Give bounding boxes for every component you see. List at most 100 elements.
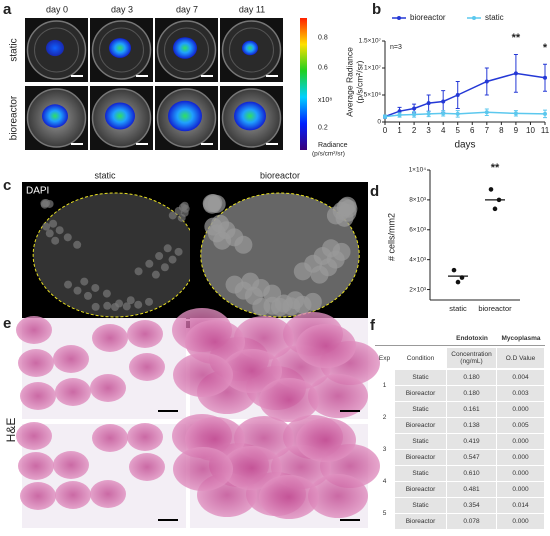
nucleus-cluster: [122, 302, 131, 311]
table-cell: 0.610: [447, 466, 496, 481]
column-label: day 0: [46, 4, 68, 14]
panel-label: c: [3, 177, 11, 194]
nucleus-cluster: [155, 252, 164, 261]
y-tick-label: 1.5×10⁷: [359, 38, 382, 45]
table-cell: 0.000: [497, 466, 544, 481]
y-axis-label: (p/s/cm²/sr): [354, 60, 364, 103]
point: [412, 106, 417, 111]
point: [426, 101, 431, 106]
tissue: [296, 324, 356, 368]
x-tick-label: 3: [426, 126, 431, 135]
table-cell: Bioreactor: [395, 418, 446, 433]
table-cell: 0.138: [447, 418, 496, 433]
series-line: [384, 111, 546, 118]
x-tick-label: static: [449, 304, 467, 313]
tissue: [185, 320, 245, 364]
stain-label: DAPI: [26, 186, 49, 197]
tissue: [173, 353, 233, 397]
tissue: [20, 482, 56, 510]
table-cell: 3: [382, 446, 387, 453]
table-cell: Static: [395, 402, 446, 417]
dish-inner: [34, 27, 79, 73]
nucleus-cluster: [64, 280, 73, 289]
table-cell: Bioreactor: [395, 482, 446, 497]
tissue: [222, 446, 282, 490]
table-cell: 2: [382, 414, 387, 421]
nucleus-cluster: [263, 284, 282, 303]
tissue: [127, 320, 163, 348]
nucleus-cluster: [180, 201, 189, 210]
colorbar-tick: 0.2: [318, 124, 328, 131]
nucleus-cluster: [252, 297, 271, 316]
table-cell: Exp: [378, 354, 391, 362]
y-axis-label: # cells/mm2: [386, 213, 396, 261]
point: [484, 79, 489, 84]
x-tick-label: 8: [499, 126, 504, 135]
point: [543, 75, 547, 80]
nucleus-cluster: [55, 226, 64, 235]
table-cell: 0.180: [447, 386, 496, 401]
tissue: [129, 453, 165, 481]
y-tick-label: 0: [377, 119, 381, 126]
nucleus-cluster: [174, 206, 183, 215]
nucleus-cluster: [234, 235, 253, 254]
nucleus-cluster: [73, 240, 82, 249]
tissue: [308, 474, 368, 518]
nucleus-cluster: [134, 267, 143, 276]
nucleus-cluster: [51, 236, 60, 245]
nucleus-cluster: [160, 263, 169, 272]
x-tick-label: 10: [526, 126, 535, 135]
table-cell: Bioreactor: [395, 450, 446, 465]
stain-label: H&E: [4, 418, 18, 443]
point: [455, 111, 460, 116]
table-cell: 0.014: [497, 498, 544, 513]
tissue: [259, 475, 319, 519]
table-cell: Condition: [406, 354, 435, 362]
table-cell: 0.000: [497, 402, 544, 417]
nucleus-cluster: [80, 277, 89, 286]
tissue: [92, 424, 128, 452]
x-tick-label: 5: [456, 126, 461, 135]
signal: [109, 38, 131, 58]
table-cell: Endotoxin: [456, 334, 488, 342]
column-label: day 3: [111, 4, 133, 14]
tissue: [55, 481, 91, 509]
point: [513, 71, 518, 76]
colorbar-multiplier: x10⁸: [318, 97, 332, 104]
tissue: [16, 316, 52, 344]
panel-label: a: [3, 1, 12, 18]
nucleus-cluster: [332, 242, 351, 261]
legend-marker: [472, 16, 476, 20]
x-tick-label: 9: [514, 126, 519, 135]
tissue: [234, 316, 294, 360]
tissue: [173, 447, 233, 491]
y-tick-label: 1×10⁷: [364, 65, 382, 72]
y-tick-label: 1×10⁴: [409, 167, 427, 174]
point: [397, 112, 402, 117]
annotation: **: [512, 32, 521, 44]
table-cell: O.D Value: [497, 348, 544, 368]
point: [496, 197, 502, 203]
panel-label: e: [3, 315, 11, 332]
table-cell: 0.547: [447, 450, 496, 465]
row-label: static: [9, 38, 20, 61]
tissue: [18, 452, 54, 480]
nucleus-cluster: [151, 270, 160, 279]
table-cell: 0.003: [497, 386, 544, 401]
column-label: day 7: [176, 4, 198, 14]
table-cell: 0.078: [447, 514, 496, 529]
nucleus-cluster: [168, 211, 177, 220]
nucleus-cluster: [207, 194, 226, 213]
tissue: [308, 374, 368, 418]
panel-label: d: [370, 183, 379, 200]
nucleus-cluster: [83, 291, 92, 300]
nucleus-cluster: [63, 233, 72, 242]
point: [459, 275, 465, 280]
table-cell: 0.481: [447, 482, 496, 497]
tissue: [53, 451, 89, 479]
table-cell: Static: [395, 498, 446, 513]
dish-inner: [164, 27, 209, 73]
annotation: **: [491, 162, 500, 174]
signal: [168, 100, 202, 132]
